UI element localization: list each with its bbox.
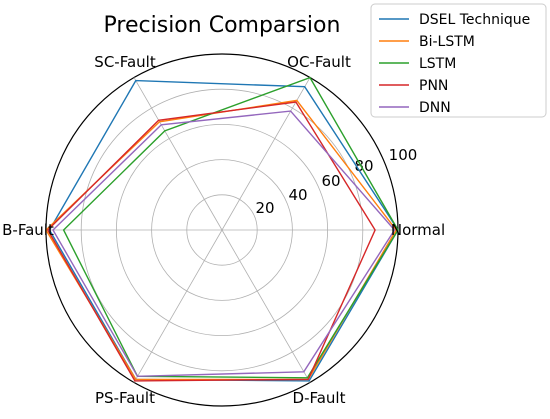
legend: DSEL Technique Bi-LSTM LSTM PNN DNN (370, 3, 547, 118)
category-label: B-Fault (2, 221, 54, 239)
radar-spoke (133, 229, 223, 383)
legend-label: DNN (419, 100, 451, 116)
category-label: PS-Fault (95, 389, 155, 407)
category-label: SC-Fault (94, 53, 156, 71)
series-line (46, 101, 376, 382)
category-label: D-Fault (293, 389, 346, 407)
axis-labels-group: Normal OC-Fault SC-Fault B-Fault PS-Fault D-F… (2, 53, 445, 407)
series-line (62, 76, 399, 379)
category-label: OC-Fault (287, 53, 351, 71)
series-line (52, 110, 396, 378)
legend-frame (370, 3, 547, 118)
series-line (45, 99, 398, 381)
legend-label: DSEL Technique (419, 12, 530, 28)
radar-spoke (221, 77, 311, 231)
legend-label: PNN (419, 78, 448, 94)
legend-label: Bi-LSTM (419, 34, 475, 50)
radar-spoke (221, 229, 311, 383)
series-line (48, 79, 399, 382)
category-label: Normal (391, 221, 445, 239)
radial-tick-label: 100 (389, 146, 418, 164)
radial-tick-label: 20 (255, 199, 274, 217)
legend-label: LSTM (419, 56, 456, 72)
chart-title: Precision Comparsion (104, 13, 341, 38)
radial-tick-label: 40 (288, 186, 307, 204)
radar-spoke (133, 77, 223, 231)
radar-series-group (45, 76, 399, 382)
radial-tick-label: 60 (321, 172, 340, 190)
